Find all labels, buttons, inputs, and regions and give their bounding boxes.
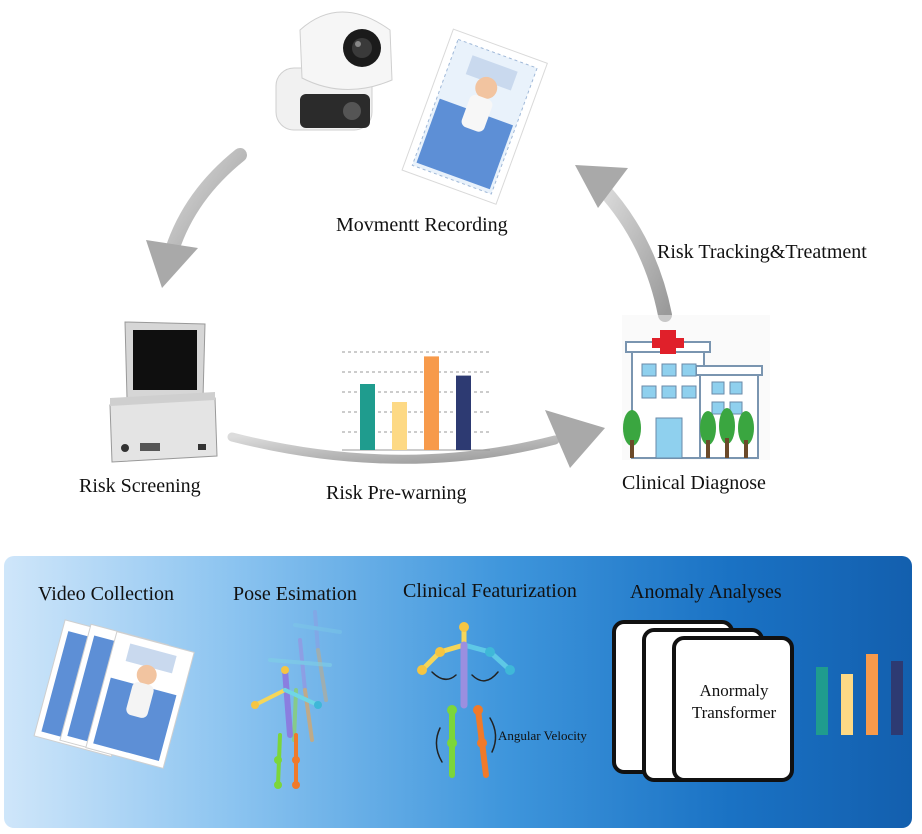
risk-prewarning-label: Risk Pre-warning bbox=[326, 482, 467, 504]
cycle-diagram bbox=[109, 11, 770, 468]
output-bar-3 bbox=[866, 654, 878, 735]
output-bar-2 bbox=[841, 674, 853, 735]
pose-skeleton-icon bbox=[251, 610, 342, 789]
clinical-featurization-label: Clinical Featurization bbox=[403, 580, 577, 602]
output-bar-4 bbox=[891, 661, 903, 735]
transformer-stack-icon bbox=[612, 620, 794, 782]
output-bar-1 bbox=[816, 667, 828, 735]
prewarning-bar-3 bbox=[424, 356, 439, 450]
clinical-diagnose-label: Clinical Diagnose bbox=[622, 472, 766, 494]
pose-estimation-label: Pose Esimation bbox=[233, 583, 357, 605]
prewarning-bar-chart bbox=[342, 351, 490, 451]
video-frames-icon bbox=[33, 619, 195, 769]
video-collection-label: Video Collection bbox=[38, 583, 174, 605]
screening-device-icon bbox=[109, 321, 218, 463]
baby-bed-icon bbox=[401, 28, 548, 205]
anomaly-analyses-label: Anomaly Analyses bbox=[630, 581, 782, 603]
transformer-label: Anormaly Transformer bbox=[676, 680, 792, 724]
hospital-icon bbox=[622, 315, 770, 460]
featurization-skeleton-icon bbox=[417, 622, 515, 778]
prewarning-bar-1 bbox=[360, 384, 375, 450]
arrow-screening-to-diagnose bbox=[227, 410, 605, 468]
movement-recording-label: Movmentt Recording bbox=[336, 214, 508, 236]
arrow-recording-to-screening bbox=[146, 148, 247, 288]
camera-icon bbox=[275, 11, 393, 131]
transformer-label-line2: Transformer bbox=[691, 703, 777, 722]
prewarning-bar-4 bbox=[456, 375, 471, 450]
risk-screening-label: Risk Screening bbox=[79, 475, 201, 497]
transformer-label-line1: Anormaly bbox=[699, 681, 769, 700]
risk-tracking-label: Risk Tracking&Treatment bbox=[657, 241, 867, 263]
arrow-diagnose-to-recording bbox=[575, 165, 672, 322]
angular-velocity-label: Angular Velocity bbox=[498, 728, 587, 743]
output-bar-chart bbox=[816, 654, 903, 735]
prewarning-bar-2 bbox=[392, 402, 407, 450]
